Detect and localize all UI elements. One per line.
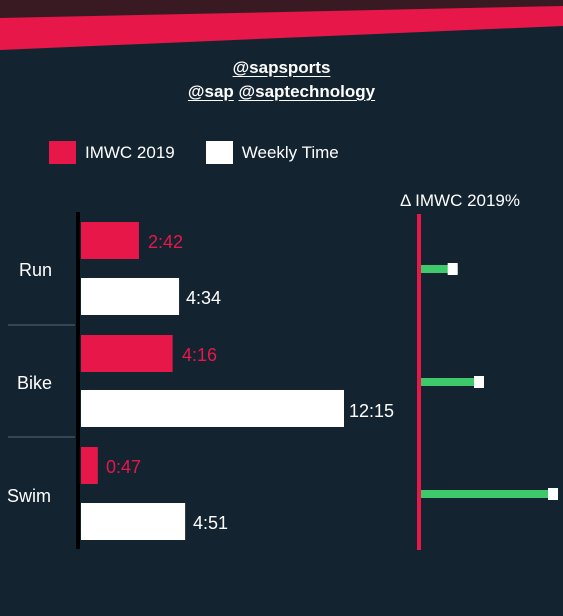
category-label-bike: Bike xyxy=(17,373,53,393)
delta-bar-swim xyxy=(420,490,558,498)
legend-label-weekly: Weekly Time xyxy=(241,142,339,162)
category-label-swim: Swim xyxy=(7,486,51,506)
delta-axis-line xyxy=(417,214,421,550)
banner-red-stripe xyxy=(0,6,563,50)
bar-imwc-bike xyxy=(81,335,173,372)
legend-item-weekly: Weekly Time xyxy=(205,141,339,164)
sap-handle-link[interactable]: @sap xyxy=(187,82,234,101)
bar-imwc-run xyxy=(81,222,139,259)
main-axis-line xyxy=(76,212,80,549)
value-label-run-imwc: 2:42 xyxy=(148,232,184,252)
value-label-run-weekly: 4:34 xyxy=(186,288,222,308)
bar-imwc-swim xyxy=(81,447,98,484)
delta-bar-cap-run xyxy=(447,263,458,275)
legend-label-imwc: IMWC 2019 xyxy=(85,142,175,162)
category-label-run: Run xyxy=(19,260,53,280)
delta-chart-title: Δ IMWC 2019% xyxy=(400,191,521,210)
legend-swatch-imwc xyxy=(49,141,76,164)
value-label-swim-weekly: 4:51 xyxy=(193,513,229,533)
value-label-bike-weekly: 12:15 xyxy=(349,401,395,421)
social-handles: @sapsports @sap @saptechnology xyxy=(0,56,563,104)
bar-weekly-run xyxy=(81,278,180,315)
bar-weekly-bike xyxy=(81,390,344,427)
delta-bar-cap-bike xyxy=(473,376,484,388)
value-label-bike-imwc: 4:16 xyxy=(182,345,218,365)
delta-bar-bike xyxy=(420,378,484,386)
delta-bar-cap-swim xyxy=(548,488,558,500)
delta-bar-run xyxy=(420,265,458,273)
handle-line-2: @sap @saptechnology xyxy=(0,80,563,104)
chart-legend: IMWC 2019 Weekly Time xyxy=(49,141,370,164)
legend-swatch-weekly xyxy=(205,141,233,164)
value-label-swim-imwc: 0:47 xyxy=(106,457,142,477)
saptechnology-handle-link[interactable]: @saptechnology xyxy=(238,82,376,101)
bar-weekly-swim xyxy=(81,503,186,540)
handle-line-1: @sapsports xyxy=(0,56,563,80)
legend-item-imwc: IMWC 2019 xyxy=(49,141,175,164)
sapsports-handle-link[interactable]: @sapsports xyxy=(232,58,331,77)
